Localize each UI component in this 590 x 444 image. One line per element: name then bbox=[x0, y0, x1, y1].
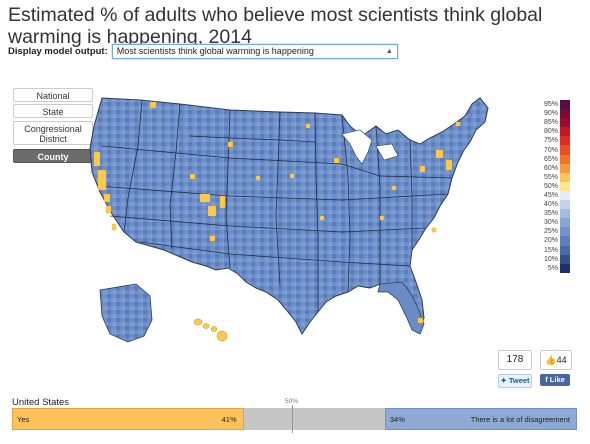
legend-row: 35% bbox=[540, 209, 570, 219]
legend-label: 50% bbox=[543, 182, 558, 190]
hawaii-shape bbox=[193, 318, 228, 342]
legend-swatch bbox=[560, 181, 570, 191]
legend-label: 30% bbox=[543, 219, 558, 227]
legend-swatch bbox=[560, 100, 570, 110]
geo-button-national[interactable]: National bbox=[13, 88, 93, 102]
like-count: 44 bbox=[556, 355, 567, 365]
like-button-label: Like bbox=[549, 375, 565, 384]
midpoint-tick bbox=[292, 405, 293, 433]
legend-label: 25% bbox=[543, 228, 558, 236]
model-output-row: Display model output: Most scientists th… bbox=[8, 44, 398, 59]
legend-swatch bbox=[560, 236, 570, 246]
legend-row: 90% bbox=[540, 109, 570, 119]
legend-swatch bbox=[560, 109, 570, 119]
us-county-map[interactable] bbox=[80, 86, 500, 376]
legend-row: 40% bbox=[540, 200, 570, 210]
like-widget: 👍44 f Like bbox=[540, 350, 572, 386]
legend-label: 90% bbox=[543, 110, 558, 118]
color-legend: 95% 90% 85% 80% 75% 70% 65% 60% 55% 50% 45% 40% 35% 3… bbox=[540, 100, 570, 273]
legend-swatch bbox=[560, 163, 570, 173]
legend-swatch bbox=[560, 127, 570, 137]
legend-row: 5% bbox=[540, 263, 570, 273]
disagreement-percent: 34% bbox=[389, 415, 405, 424]
alaska-shape bbox=[99, 283, 153, 343]
model-output-value: Most scientists think global warming is … bbox=[116, 46, 314, 56]
summary-region-label: United States bbox=[12, 397, 70, 408]
legend-row: 95% bbox=[540, 100, 570, 110]
disagreement-label: There is a lot of disagreement bbox=[470, 415, 570, 424]
legend-label: 65% bbox=[543, 155, 558, 163]
florida-shape bbox=[377, 281, 425, 335]
legend-label: 20% bbox=[543, 237, 558, 245]
page-title: Estimated % of adults who believe most s… bbox=[8, 4, 543, 48]
legend-row: 55% bbox=[540, 172, 570, 182]
legend-label: 5% bbox=[547, 264, 558, 272]
like-button[interactable]: f Like bbox=[540, 374, 570, 386]
legend-swatch bbox=[560, 263, 570, 273]
like-count-box: 👍44 bbox=[540, 350, 572, 370]
state-borders bbox=[97, 99, 453, 312]
legend-label: 15% bbox=[543, 246, 558, 254]
legend-swatch bbox=[560, 118, 570, 128]
tweet-count: 178 bbox=[498, 350, 532, 370]
tweet-widget: 178 ✦ Tweet bbox=[498, 350, 532, 388]
legend-swatch bbox=[560, 136, 570, 146]
midpoint-label: 50% bbox=[285, 398, 299, 405]
legend-swatch bbox=[560, 172, 570, 182]
high-value-counties bbox=[93, 101, 461, 324]
legend-row: 10% bbox=[540, 254, 570, 264]
geo-button-state[interactable]: State bbox=[13, 104, 93, 118]
legend-label: 75% bbox=[543, 137, 558, 145]
legend-label: 45% bbox=[543, 191, 558, 199]
model-output-label: Display model output: bbox=[8, 46, 108, 57]
legend-swatch bbox=[560, 190, 570, 201]
legend-row: 75% bbox=[540, 136, 570, 146]
neutral-segment bbox=[243, 408, 385, 430]
summary-bar: Yes 41% 34% There is a lot of disagreeme… bbox=[12, 408, 577, 430]
yes-segment: Yes 41% bbox=[12, 408, 244, 430]
legend-swatch bbox=[560, 154, 570, 164]
legend-label: 55% bbox=[543, 173, 558, 181]
legend-row: 30% bbox=[540, 218, 570, 228]
thumbs-up-icon: 👍 bbox=[545, 355, 557, 365]
legend-row: 45% bbox=[540, 190, 570, 201]
legend-row: 20% bbox=[540, 236, 570, 246]
legend-row: 80% bbox=[540, 127, 570, 137]
tweet-button-label: Tweet bbox=[508, 376, 530, 385]
legend-swatch bbox=[560, 218, 570, 228]
legend-row: 60% bbox=[540, 163, 570, 173]
model-output-select[interactable]: Most scientists think global warming is … bbox=[111, 44, 398, 59]
select-arrows-icon: ▲ bbox=[385, 48, 393, 55]
legend-label: 10% bbox=[543, 255, 558, 263]
legend-swatch bbox=[560, 254, 570, 264]
legend-row: 65% bbox=[540, 154, 570, 164]
legend-label: 60% bbox=[543, 164, 558, 172]
legend-label: 35% bbox=[543, 210, 558, 218]
legend-label: 85% bbox=[543, 119, 558, 127]
legend-label: 80% bbox=[543, 128, 558, 136]
legend-label: 95% bbox=[543, 101, 558, 109]
legend-row: 25% bbox=[540, 227, 570, 237]
legend-row: 85% bbox=[540, 118, 570, 128]
legend-swatch bbox=[560, 200, 570, 210]
legend-row: 15% bbox=[540, 245, 570, 255]
legend-label: 40% bbox=[543, 201, 558, 209]
disagreement-segment: 34% There is a lot of disagreement bbox=[384, 408, 577, 430]
legend-swatch bbox=[560, 209, 570, 219]
legend-row: 70% bbox=[540, 145, 570, 155]
yes-percent: 41% bbox=[221, 415, 237, 424]
legend-swatch bbox=[560, 227, 570, 237]
legend-swatch bbox=[560, 245, 570, 255]
twitter-bird-icon: ✦ bbox=[500, 376, 507, 385]
legend-swatch bbox=[560, 145, 570, 155]
tweet-button[interactable]: ✦ Tweet bbox=[498, 374, 532, 388]
yes-label: Yes bbox=[17, 415, 30, 424]
facebook-icon: f bbox=[545, 375, 548, 384]
legend-label: 70% bbox=[543, 146, 558, 154]
great-lakes-shape bbox=[341, 129, 399, 165]
legend-row: 50% bbox=[540, 181, 570, 191]
